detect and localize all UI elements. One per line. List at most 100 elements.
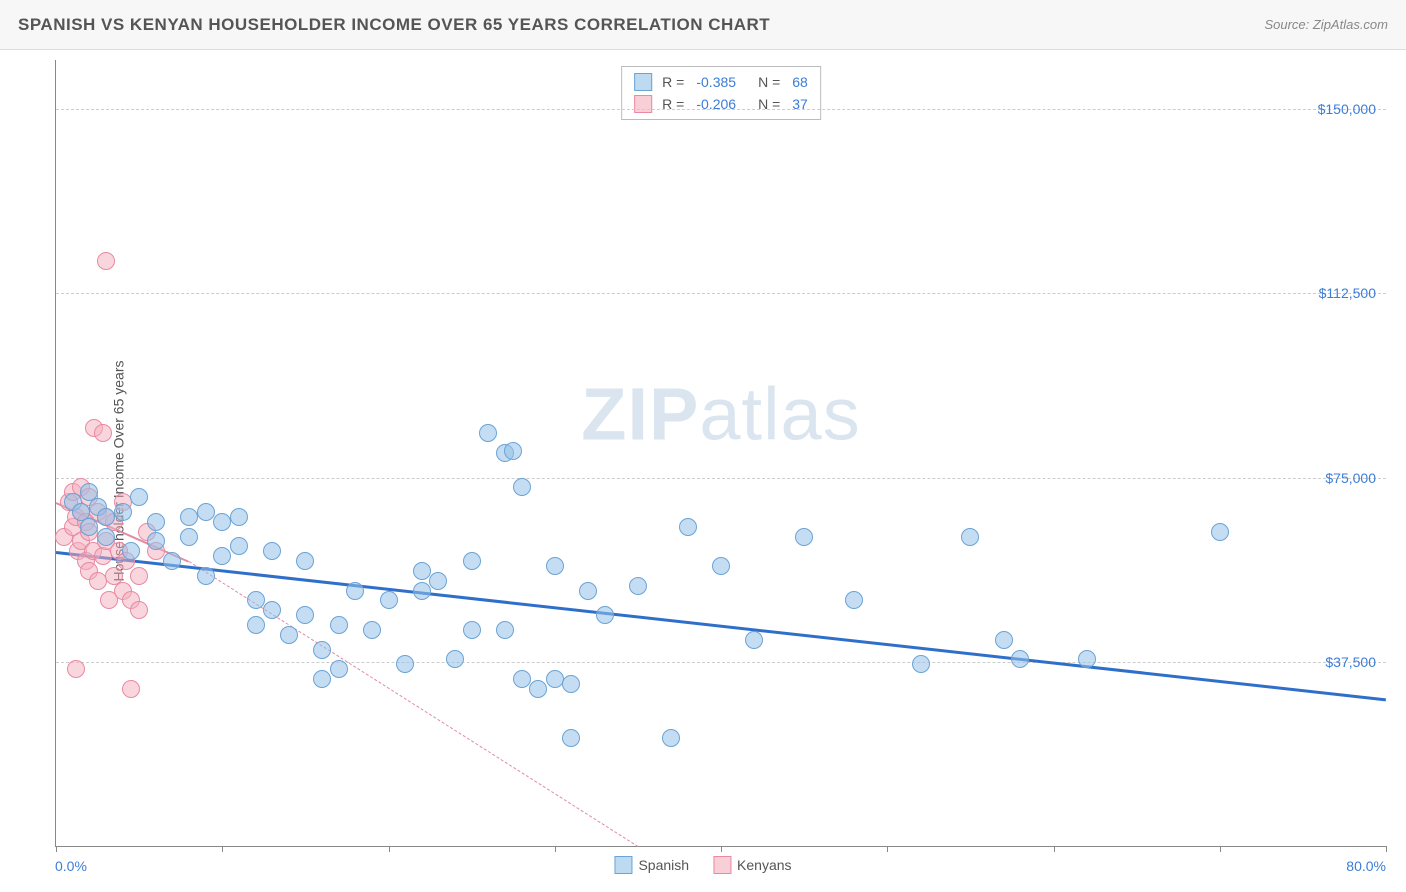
data-point — [147, 513, 165, 531]
data-point — [712, 557, 730, 575]
y-tick-label: $37,500 — [1325, 654, 1376, 670]
gridline — [56, 478, 1386, 479]
data-point — [463, 621, 481, 639]
data-point — [97, 252, 115, 270]
data-point — [463, 552, 481, 570]
gridline — [56, 293, 1386, 294]
data-point — [961, 528, 979, 546]
x-tick — [56, 846, 57, 852]
data-point — [180, 508, 198, 526]
data-point — [995, 631, 1013, 649]
data-point — [546, 557, 564, 575]
x-tick — [1220, 846, 1221, 852]
data-point — [122, 680, 140, 698]
data-point — [346, 582, 364, 600]
data-point — [313, 641, 331, 659]
data-point — [97, 508, 115, 526]
data-point — [247, 591, 265, 609]
y-tick-label: $112,500 — [1319, 285, 1376, 301]
data-point — [745, 631, 763, 649]
data-point — [197, 567, 215, 585]
x-tick — [1386, 846, 1387, 852]
x-max-label: 80.0% — [1346, 858, 1386, 874]
data-point — [130, 488, 148, 506]
data-point — [413, 562, 431, 580]
data-point — [504, 442, 522, 460]
watermark: ZIPatlas — [581, 371, 860, 456]
data-point — [213, 547, 231, 565]
data-point — [263, 542, 281, 560]
data-point — [296, 606, 314, 624]
stats-legend: R = -0.385 N = 68 R = -0.206 N = 37 — [621, 66, 821, 120]
x-tick — [887, 846, 888, 852]
legend-swatch-pink — [713, 856, 731, 874]
data-point — [213, 513, 231, 531]
legend-swatch-blue — [614, 856, 632, 874]
data-point — [513, 670, 531, 688]
data-point — [679, 518, 697, 536]
data-point — [67, 660, 85, 678]
data-point — [562, 729, 580, 747]
data-point — [313, 670, 331, 688]
x-tick — [389, 846, 390, 852]
x-tick — [721, 846, 722, 852]
header-bar: SPANISH VS KENYAN HOUSEHOLDER INCOME OVE… — [0, 0, 1406, 50]
data-point — [579, 582, 597, 600]
data-point — [629, 577, 647, 595]
data-point — [330, 616, 348, 634]
data-point — [1078, 650, 1096, 668]
chart-title: SPANISH VS KENYAN HOUSEHOLDER INCOME OVE… — [18, 15, 770, 35]
data-point — [496, 621, 514, 639]
data-point — [446, 650, 464, 668]
data-point — [114, 503, 132, 521]
data-point — [263, 601, 281, 619]
plot-area: ZIPatlas R = -0.385 N = 68 R = -0.206 N … — [55, 60, 1386, 847]
data-point — [94, 424, 112, 442]
x-tick — [555, 846, 556, 852]
data-point — [1011, 650, 1029, 668]
data-point — [513, 478, 531, 496]
data-point — [1211, 523, 1229, 541]
data-point — [912, 655, 930, 673]
y-tick-label: $150,000 — [1318, 101, 1376, 117]
data-point — [147, 532, 165, 550]
gridline — [56, 109, 1386, 110]
data-point — [845, 591, 863, 609]
legend-item: Kenyans — [713, 856, 791, 874]
data-point — [479, 424, 497, 442]
data-point — [247, 616, 265, 634]
data-point — [396, 655, 414, 673]
legend-swatch-pink — [634, 95, 652, 113]
data-point — [546, 670, 564, 688]
data-point — [795, 528, 813, 546]
data-point — [562, 675, 580, 693]
bottom-legend: Spanish Kenyans — [614, 856, 791, 874]
data-point — [596, 606, 614, 624]
data-point — [89, 572, 107, 590]
data-point — [80, 518, 98, 536]
data-point — [330, 660, 348, 678]
data-point — [380, 591, 398, 609]
data-point — [180, 528, 198, 546]
data-point — [662, 729, 680, 747]
x-tick — [1054, 846, 1055, 852]
data-point — [130, 567, 148, 585]
chart-container: SPANISH VS KENYAN HOUSEHOLDER INCOME OVE… — [0, 0, 1406, 892]
data-point — [230, 508, 248, 526]
data-point — [429, 572, 447, 590]
data-point — [197, 503, 215, 521]
gridline — [56, 662, 1386, 663]
legend-item: Spanish — [614, 856, 689, 874]
stats-row: R = -0.206 N = 37 — [634, 93, 808, 115]
data-point — [97, 528, 115, 546]
data-point — [122, 542, 140, 560]
data-point — [130, 601, 148, 619]
y-tick-label: $75,000 — [1325, 470, 1376, 486]
source-label: Source: ZipAtlas.com — [1264, 17, 1388, 32]
data-point — [230, 537, 248, 555]
legend-swatch-blue — [634, 73, 652, 91]
data-point — [529, 680, 547, 698]
data-point — [163, 552, 181, 570]
x-min-label: 0.0% — [55, 858, 87, 874]
data-point — [296, 552, 314, 570]
